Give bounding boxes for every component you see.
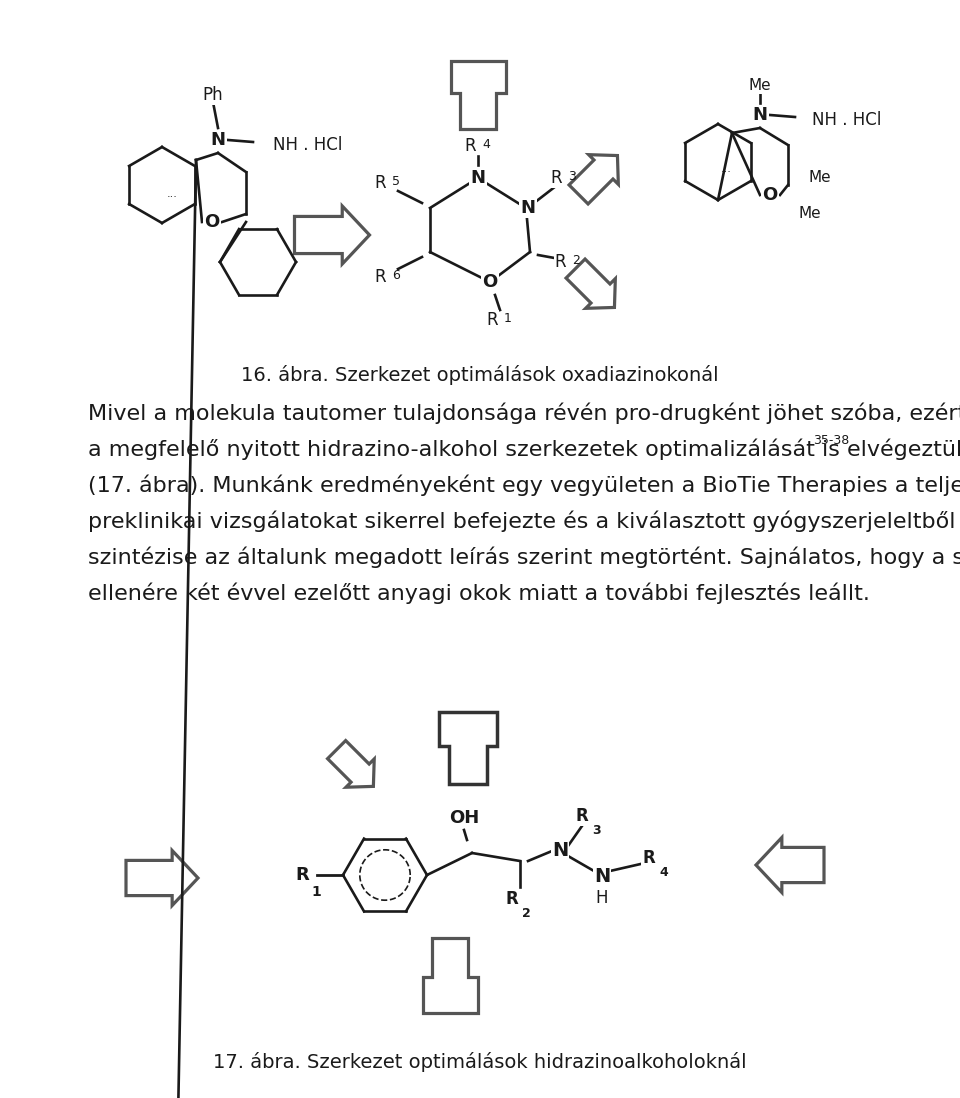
- Text: R: R: [487, 311, 498, 329]
- Text: 4: 4: [482, 138, 490, 152]
- Text: ···: ···: [721, 167, 732, 177]
- Polygon shape: [450, 61, 506, 128]
- Text: 17. ábra. Szerkezet optimálások hidrazinoalkoholoknál: 17. ábra. Szerkezet optimálások hidrazin…: [213, 1052, 747, 1072]
- Text: 2: 2: [522, 907, 531, 920]
- Text: szintézise az általunk megadott leírás szerint megtörtént. Sajnálatos, hogy a si: szintézise az általunk megadott leírás s…: [88, 546, 960, 568]
- Text: 2: 2: [572, 254, 580, 267]
- Text: preklinikai vizsgálatokat sikerrel befejezte és a kiválasztott gyógyszerjeleltbő: preklinikai vizsgálatokat sikerrel befej…: [88, 511, 960, 531]
- Text: O: O: [204, 213, 220, 231]
- Text: NH . HCl: NH . HCl: [812, 111, 881, 128]
- Text: N: N: [470, 169, 486, 187]
- Text: N: N: [552, 841, 568, 861]
- Text: R: R: [374, 173, 386, 192]
- Text: N: N: [753, 107, 767, 124]
- Polygon shape: [126, 851, 198, 906]
- Text: OH: OH: [449, 809, 479, 827]
- Text: 1: 1: [311, 885, 321, 899]
- Text: Me: Me: [808, 169, 830, 184]
- Text: Me: Me: [798, 205, 821, 221]
- Text: O: O: [762, 186, 778, 204]
- Polygon shape: [756, 838, 824, 893]
- Text: 3: 3: [568, 170, 576, 183]
- Text: a megfelelő nyitott hidrazino-alkohol szerkezetek optimalizálását is elvégeztük: a megfelelő nyitott hidrazino-alkohol sz…: [88, 438, 960, 460]
- Text: R: R: [554, 253, 566, 271]
- Text: R: R: [296, 866, 309, 884]
- Polygon shape: [295, 206, 370, 264]
- Text: ellenére két évvel ezelőtt anyagi okok miatt a további fejlesztés leállt.: ellenére két évvel ezelőtt anyagi okok m…: [88, 582, 870, 604]
- Text: 4: 4: [659, 866, 668, 879]
- Text: 1: 1: [504, 312, 512, 325]
- Polygon shape: [569, 155, 618, 204]
- Text: 35-38: 35-38: [813, 435, 850, 448]
- Text: R: R: [465, 137, 476, 155]
- Text: 5: 5: [392, 175, 400, 188]
- Text: (17. ábra). Munkánk eredményeként egy vegyületen a BioTie Therapies a teljes: (17. ábra). Munkánk eredményeként egy ve…: [88, 474, 960, 496]
- Text: R: R: [550, 169, 562, 187]
- Text: R: R: [505, 890, 518, 908]
- Text: Ph: Ph: [203, 86, 224, 104]
- Text: 6: 6: [392, 269, 400, 282]
- Text: N: N: [520, 199, 536, 217]
- Text: O: O: [482, 273, 497, 291]
- Text: ···: ···: [167, 192, 178, 202]
- Polygon shape: [422, 938, 477, 1012]
- Text: R: R: [374, 268, 386, 285]
- Text: R: R: [642, 849, 655, 867]
- Text: H: H: [596, 889, 609, 907]
- Text: N: N: [210, 131, 226, 149]
- Polygon shape: [327, 740, 374, 787]
- Text: N: N: [594, 866, 611, 885]
- Text: Mivel a molekula tautomer tulajdonsága révén pro-drugként jöhet szóba, ezért: Mivel a molekula tautomer tulajdonsága r…: [88, 402, 960, 424]
- Text: R: R: [575, 807, 588, 825]
- Text: 3: 3: [592, 824, 601, 837]
- Polygon shape: [566, 259, 615, 309]
- Text: 16. ábra. Szerkezet optimálások oxadiazinokonál: 16. ábra. Szerkezet optimálások oxadiazi…: [241, 365, 719, 385]
- Text: Me: Me: [749, 78, 771, 92]
- Text: NH . HCl: NH . HCl: [273, 136, 343, 154]
- Polygon shape: [439, 712, 497, 784]
